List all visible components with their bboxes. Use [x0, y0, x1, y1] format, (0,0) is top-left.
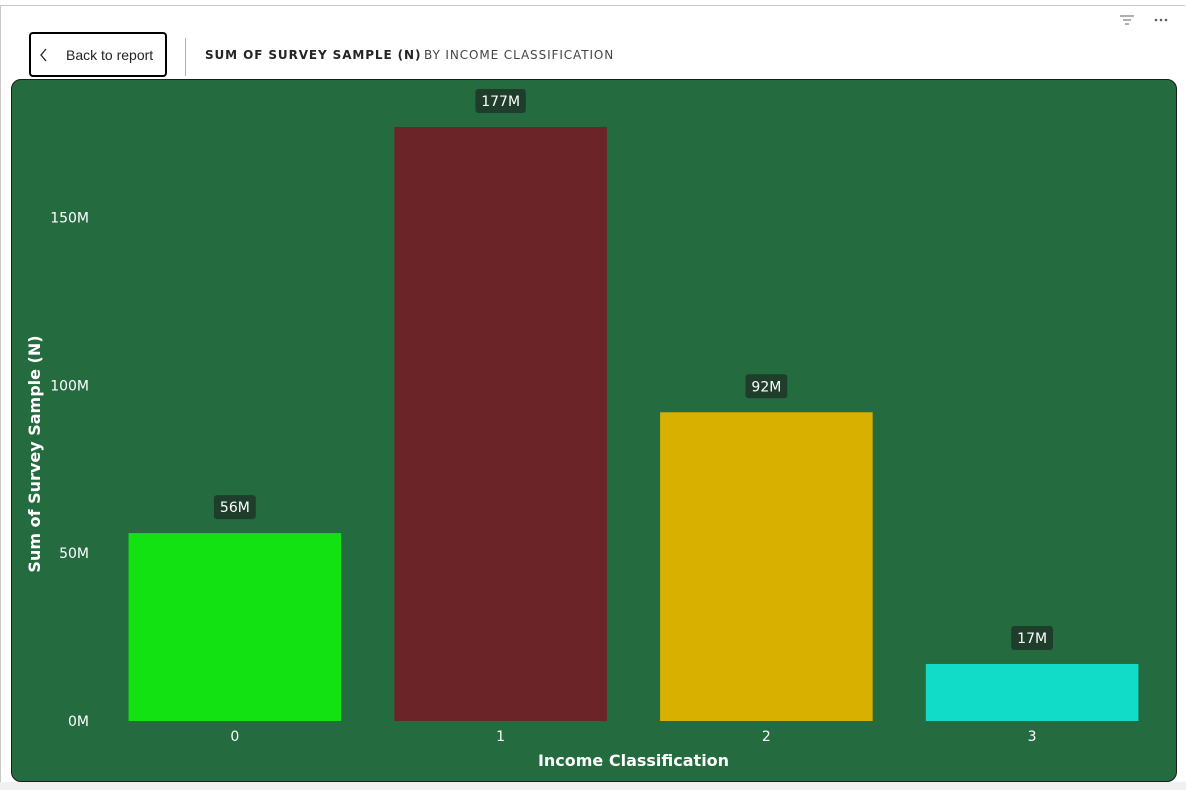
filter-icon[interactable] [1118, 12, 1136, 28]
y-axis-title: Sum of Survey Sample (N) [25, 335, 44, 572]
chart-panel: 0M 50M 100M 150M 56M 177M 92M 17M 0 1 2 3 Income … [11, 79, 1177, 782]
y-tick-label: 0M [68, 714, 89, 730]
y-axis: 0M 50M 100M 150M [50, 211, 89, 730]
visual-header-icons [1118, 12, 1170, 28]
y-tick-label: 50M [59, 546, 89, 562]
chevron-left-icon [37, 48, 51, 62]
bar-0[interactable] [128, 533, 342, 721]
bottom-strip [0, 782, 1186, 790]
bar-3[interactable] [925, 663, 1139, 721]
back-to-report-button[interactable]: Back to report [29, 32, 167, 77]
data-label-bg [745, 374, 788, 399]
bar-1[interactable] [394, 127, 607, 721]
y-tick-label: 100M [50, 378, 89, 394]
data-label: 177M [481, 94, 520, 110]
bar-2[interactable] [660, 412, 873, 721]
x-axis: 0 1 2 3 [230, 729, 1036, 745]
header-divider [185, 38, 186, 76]
data-label-bg [213, 495, 256, 520]
data-label: 56M [220, 500, 250, 516]
x-axis-title: Income Classification [538, 751, 729, 770]
bar-chart: 0M 50M 100M 150M 56M 177M 92M 17M 0 1 2 3 Income … [25, 89, 1139, 770]
data-label-bg [475, 89, 526, 113]
visual-title-dimension: BY INCOME CLASSIFICATION [424, 48, 615, 62]
y-tick-label: 150M [50, 211, 89, 227]
x-tick-label: 1 [496, 729, 505, 745]
more-options-icon[interactable] [1152, 12, 1170, 28]
x-tick-label: 0 [230, 729, 239, 745]
data-label: 17M [1017, 631, 1047, 647]
data-label: 92M [751, 379, 781, 395]
visual-title-measure: SUM OF SURVEY SAMPLE (N) [205, 48, 422, 62]
bars: 56M 177M 92M 17M [128, 89, 1139, 721]
x-tick-label: 2 [762, 729, 771, 745]
back-to-report-label: Back to report [66, 46, 154, 63]
x-tick-label: 3 [1028, 729, 1037, 745]
data-label-bg [1011, 625, 1054, 650]
